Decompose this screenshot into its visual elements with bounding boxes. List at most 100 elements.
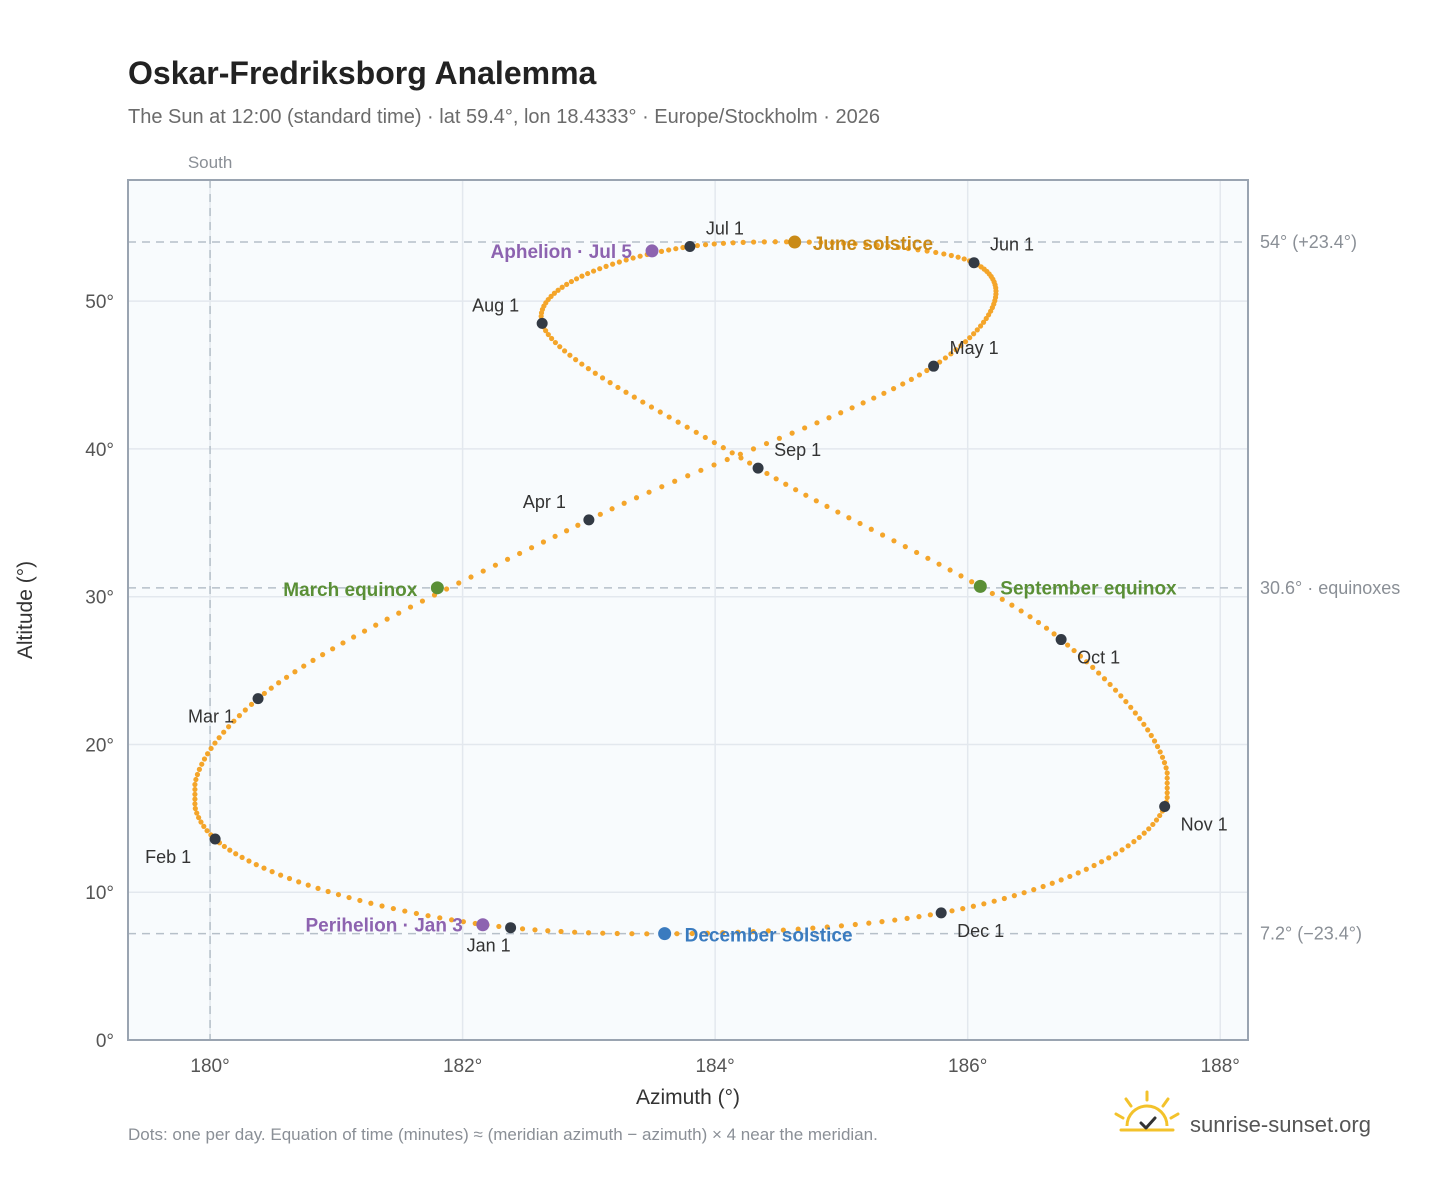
daily-sun-dot xyxy=(730,240,736,246)
daily-sun-dot xyxy=(685,473,691,479)
daily-sun-dot xyxy=(310,657,316,663)
daily-sun-dot xyxy=(216,735,222,741)
event-marker xyxy=(645,244,659,258)
daily-sun-dot xyxy=(585,366,591,372)
daily-sun-dot xyxy=(402,908,408,914)
daily-sun-dot xyxy=(614,930,620,937)
x-tick-label: 184° xyxy=(695,1056,734,1077)
daily-sun-dot xyxy=(253,862,259,868)
daily-sun-dot xyxy=(621,500,627,506)
daily-sun-dot xyxy=(492,562,499,568)
daily-sun-dot xyxy=(977,323,984,329)
daily-sun-dot xyxy=(607,380,613,386)
y-tick-label: 30° xyxy=(85,588,114,609)
daily-sun-dot xyxy=(563,528,570,534)
daily-sun-dot xyxy=(916,372,923,378)
daily-sun-dot xyxy=(814,420,820,426)
daily-sun-dot xyxy=(702,242,709,248)
daily-sun-dot xyxy=(373,622,379,628)
month-marker xyxy=(752,462,764,474)
daily-sun-dot xyxy=(637,253,643,259)
plot-border xyxy=(127,179,1249,1041)
y-tick-label: 50° xyxy=(85,292,114,313)
daily-sun-dot xyxy=(221,729,227,735)
daily-sun-dot xyxy=(1164,770,1170,776)
x-tick-label: 188° xyxy=(1201,1056,1240,1077)
daily-sun-dot xyxy=(980,319,987,325)
daily-sun-dot xyxy=(933,249,939,256)
daily-sun-dot xyxy=(425,913,431,919)
daily-sun-dot xyxy=(895,244,901,251)
daily-sun-dot xyxy=(192,786,198,793)
daily-sun-dot xyxy=(1154,743,1161,750)
month-marker-label: Dec 1 xyxy=(957,921,1004,941)
daily-sun-dot xyxy=(1123,698,1129,705)
date-markers: Jan 1 Feb 1 Mar 1 Apr 1 May 1 Jun 1 Jul 1 Aug 1… xyxy=(145,218,1228,955)
daily-sun-dot xyxy=(1011,893,1017,899)
daily-sun-dot xyxy=(552,533,558,539)
daily-sun-dot xyxy=(1049,880,1055,886)
daily-sun-dot xyxy=(221,843,227,850)
reference-label: 30.6° · equinoxes xyxy=(1260,578,1400,598)
daily-sun-dot xyxy=(585,270,591,277)
chart-subtitle: The Sun at 12:00 (standard time) · lat 5… xyxy=(128,106,880,128)
daily-sun-dot xyxy=(967,335,973,341)
daily-sun-dot xyxy=(623,389,629,395)
daily-sun-dot xyxy=(340,640,346,646)
daily-sun-dot xyxy=(969,579,975,585)
month-marker-label: Aug 1 xyxy=(472,295,519,315)
daily-sun-dot xyxy=(1141,830,1147,836)
daily-sun-dot xyxy=(269,869,275,875)
daily-sun-dot xyxy=(724,456,730,463)
month-marker xyxy=(209,833,221,845)
daily-sun-dot xyxy=(407,604,414,610)
daily-sun-dot xyxy=(437,915,443,921)
sun-check-icon xyxy=(1114,1090,1180,1132)
daily-sun-dot xyxy=(540,539,547,545)
plot-background xyxy=(128,180,1248,1040)
daily-sun-dot xyxy=(1131,839,1137,845)
daily-sun-dot xyxy=(196,766,202,772)
daily-sun-dot xyxy=(480,568,486,574)
month-marker xyxy=(252,693,264,705)
daily-sun-dot xyxy=(548,335,555,342)
daily-sun-dot xyxy=(205,751,211,757)
daily-sun-dot xyxy=(783,481,789,487)
event-marker xyxy=(788,235,802,249)
daily-sun-dot xyxy=(1119,847,1125,853)
daily-sun-dot xyxy=(603,263,609,269)
daily-sun-dot xyxy=(892,917,898,923)
daily-sun-dot xyxy=(1065,642,1071,648)
daily-sun-dot xyxy=(631,394,637,400)
daily-sun-dot xyxy=(890,386,897,392)
daily-sun-dot xyxy=(413,910,419,917)
daily-sun-dot xyxy=(826,415,832,421)
daily-sun-dot xyxy=(793,487,799,493)
daily-sun-dot xyxy=(924,248,930,254)
daily-sun-dot xyxy=(242,707,248,713)
daily-sun-dot xyxy=(623,257,629,263)
daily-sun-dot xyxy=(955,254,961,260)
daily-sun-dot xyxy=(1101,676,1108,682)
daily-sun-dot xyxy=(1164,785,1170,791)
daily-sun-dot xyxy=(937,359,943,365)
daily-sun-dot xyxy=(396,610,402,616)
daily-sun-dot xyxy=(305,882,311,888)
daily-sun-dot xyxy=(198,819,204,825)
daily-sun-dot xyxy=(561,348,568,354)
daily-sun-dot xyxy=(193,776,199,783)
daily-sun-dot xyxy=(948,252,954,259)
daily-sun-dot xyxy=(751,239,757,245)
daily-sun-dot xyxy=(573,357,579,363)
daily-sun-dot xyxy=(981,901,987,907)
daily-sun-dot xyxy=(361,628,368,634)
daily-sun-dot xyxy=(838,923,845,929)
daily-sun-dot xyxy=(970,903,976,909)
daily-sun-dot xyxy=(747,460,753,466)
daily-sun-dot xyxy=(236,713,243,719)
daily-sun-dot xyxy=(675,419,681,425)
daily-sun-dot xyxy=(532,927,538,933)
daily-sun-dot xyxy=(773,476,779,482)
daily-sun-dot xyxy=(1001,895,1007,902)
brand-logo: sunrise-sunset.org xyxy=(1114,1090,1371,1137)
